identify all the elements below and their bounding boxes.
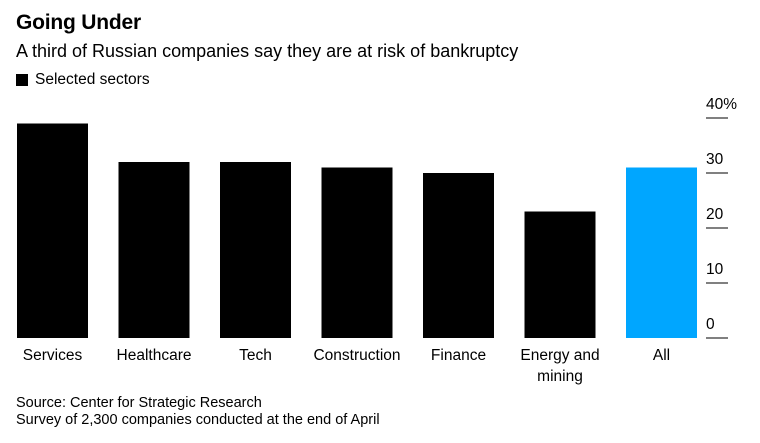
bar [220, 162, 291, 338]
y-tick-label: 40% [706, 96, 737, 113]
legend-swatch [16, 74, 28, 86]
source-note: Source: Center for Strategic Research Su… [16, 395, 380, 429]
chart-title: Going Under [16, 11, 141, 34]
category-label: Construction [313, 347, 400, 364]
bar [321, 167, 393, 338]
category-label: All [653, 347, 670, 364]
category-label: Energy and [520, 347, 599, 364]
category-label: Services [23, 347, 83, 364]
y-tick-label: 20 [706, 206, 724, 223]
category-label: Tech [239, 347, 272, 364]
y-tick-label: 10 [706, 261, 724, 278]
category-label: Finance [431, 347, 486, 364]
y-tick-label: 30 [706, 151, 724, 168]
chart-subtitle: A third of Russian companies say they ar… [16, 41, 519, 61]
category-label: mining [537, 368, 583, 385]
legend: Selected sectors [16, 71, 150, 89]
source-line: Source: Center for Strategic Research [16, 395, 262, 411]
legend-label: Selected sectors [35, 71, 150, 88]
bar [423, 173, 494, 338]
survey-note: Survey of 2,300 companies conducted at t… [16, 412, 380, 428]
bar [524, 211, 596, 338]
category-label: Healthcare [117, 347, 192, 364]
y-tick-label: 0 [706, 316, 715, 333]
bar [118, 162, 190, 338]
bar [626, 167, 697, 338]
bar [17, 123, 88, 338]
